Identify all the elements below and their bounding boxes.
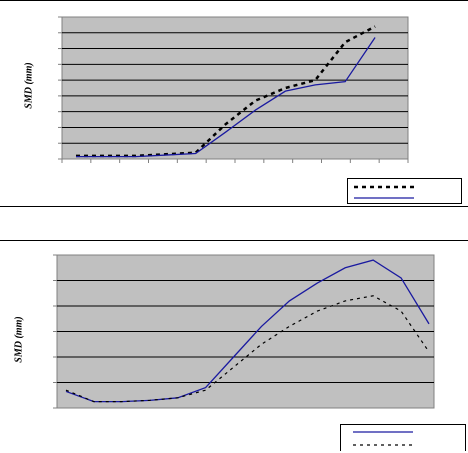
chart1-legend xyxy=(347,178,462,204)
chart1-x-ticks xyxy=(61,159,409,163)
chart1-series-solid-line xyxy=(76,37,376,158)
chart2-series-dashed-line xyxy=(65,295,430,403)
chart2-series-solid-line xyxy=(65,259,430,403)
chart2-gridlines xyxy=(57,280,434,383)
middle-rule-2 xyxy=(0,240,468,241)
chart2-y-ticks xyxy=(53,254,57,409)
chart1-series xyxy=(76,25,376,158)
chart1-series-dotted-line xyxy=(76,25,376,158)
middle-rule-1 xyxy=(0,206,468,207)
chart1-plot-area xyxy=(61,16,409,160)
chart2-legend xyxy=(340,424,466,451)
chart1-svg xyxy=(58,16,409,163)
chart2-series xyxy=(65,259,430,403)
chart1-y-ticks xyxy=(58,16,62,160)
top-rule xyxy=(0,0,468,1)
chart1-gridlines xyxy=(62,32,408,144)
